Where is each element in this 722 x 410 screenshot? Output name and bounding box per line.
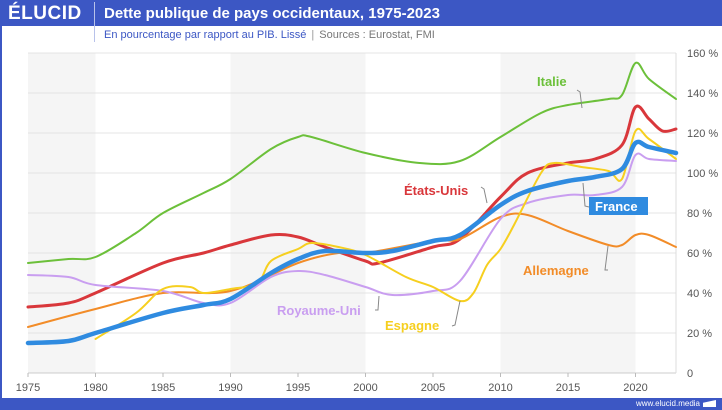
etats-unis-leader [480, 186, 488, 204]
x-tick-label: 1985 [151, 382, 175, 394]
subtitle-text: En pourcentage par rapport au PIB. Lissé [104, 29, 307, 41]
x-tick-label: 2020 [623, 382, 647, 394]
label-royaume-uni: Royaume-Uni [277, 303, 361, 318]
series-line-espagne [94, 127, 677, 340]
chart-subtitle: En pourcentage par rapport au PIB. Lissé… [104, 29, 435, 41]
y-tick-label: 160 % [687, 48, 718, 60]
sources-text: Sources : Eurostat, FMI [319, 29, 435, 41]
x-tick-label: 2010 [488, 382, 512, 394]
france-leader [582, 182, 590, 208]
label-italie: Italie [537, 74, 567, 89]
elucid-logo: ÉLUCID [8, 3, 82, 24]
france-label-box [589, 197, 648, 215]
series-line-france [25, 139, 679, 346]
footer-url[interactable]: www.elucid.media [635, 399, 700, 408]
x-tick-label: 1980 [83, 382, 107, 394]
left-accent-bar [0, 0, 2, 410]
x-tick-label: 1975 [16, 382, 40, 394]
y-tick-label: 120 % [687, 128, 718, 140]
x-tick-label: 2005 [421, 382, 445, 394]
y-tick-label: 60 % [687, 248, 712, 260]
italie-leader [576, 89, 583, 109]
line-chart: 0 20 % 40 % 60 % 80 % 100 % 120 % 140 % 160 % 19… [16, 48, 719, 394]
chart-title: Dette publique de pays occidentaux, 1975… [104, 5, 440, 22]
elucid-flag-icon [703, 400, 716, 407]
x-tick-label: 1990 [218, 382, 242, 394]
y-tick-label: 100 % [687, 168, 718, 180]
x-tick-label: 1995 [286, 382, 310, 394]
y-tick-label: 20 % [687, 328, 712, 340]
series-line-royaume-uni [27, 152, 677, 307]
royaume-uni-leader [375, 295, 380, 311]
y-tick-label: 80 % [687, 208, 712, 220]
x-tick-label: 2000 [353, 382, 377, 394]
label-espagne: Espagne [385, 318, 439, 333]
y-tick-label: 140 % [687, 88, 718, 100]
header-bar: ÉLUCID Dette publique de pays occidentau… [0, 0, 722, 26]
series-line-allemagne [27, 212, 677, 328]
y-tick-label: 40 % [687, 288, 712, 300]
label-allemagne: Allemagne [523, 263, 589, 278]
footer-bar: www.elucid.media [0, 398, 722, 410]
allemagne-leader [604, 245, 609, 271]
subtitle-separator: | [311, 29, 315, 41]
espagne-leader [451, 300, 461, 327]
series-line-italie [27, 61, 677, 264]
header-divider [94, 2, 95, 42]
y-tick-label: 0 [687, 368, 693, 380]
x-tick-label: 2015 [556, 382, 580, 394]
label-france: France [595, 199, 638, 214]
label-etats-unis: États-Unis [404, 183, 468, 198]
series-line--tats-unis [26, 104, 678, 309]
